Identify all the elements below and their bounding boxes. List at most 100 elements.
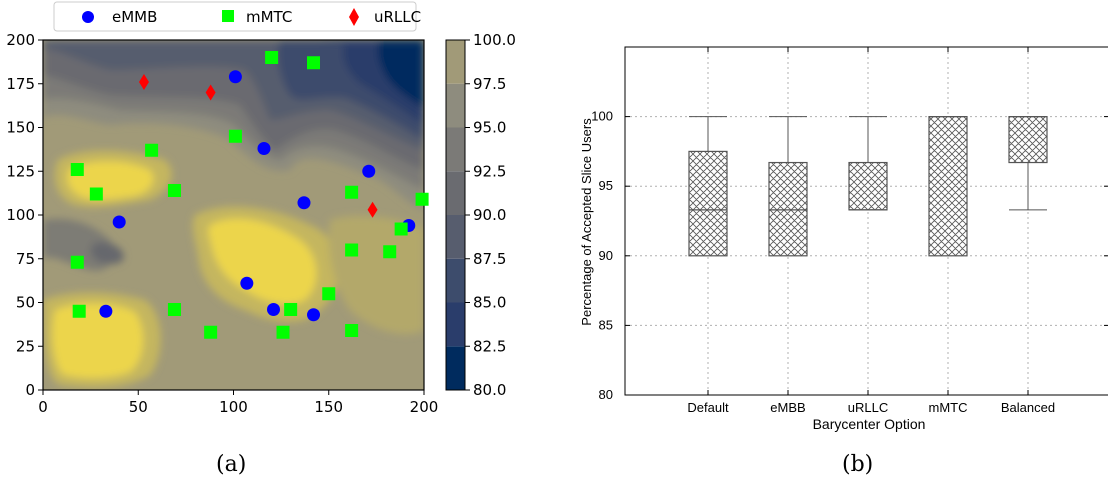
y-tick-label: 100 bbox=[591, 109, 613, 124]
plot-frame-b bbox=[624, 46, 1108, 396]
y-tick-label: 125 bbox=[6, 162, 35, 180]
legend-mmtc-marker bbox=[222, 10, 234, 22]
colorbar-tick-label: 87.5 bbox=[473, 250, 506, 268]
legend-emmb-label: eMMB bbox=[112, 8, 157, 26]
y-tick-label: 75 bbox=[16, 250, 35, 268]
mmtc-point bbox=[89, 187, 103, 201]
mmtc-point bbox=[204, 325, 218, 339]
colorbar-band bbox=[446, 127, 465, 172]
legend: eMMB mMTC uRLLC bbox=[53, 1, 421, 32]
colorbar-tick-label: 85.0 bbox=[473, 294, 506, 312]
colorbar: 80.0 82.5 85.0 87.5 90.0 92.5 95.0 97.5 100.0 bbox=[445, 31, 516, 399]
colorbar-tick-label: 90.0 bbox=[473, 206, 506, 224]
x-tick-label: 100 bbox=[219, 398, 248, 416]
colorbar-tick-label: 95.0 bbox=[473, 119, 506, 137]
x-tick-label: 0 bbox=[38, 398, 48, 416]
emmb-point bbox=[362, 164, 376, 178]
mmtc-point bbox=[167, 303, 181, 316]
contour-fill bbox=[43, 40, 424, 390]
colorbar-band bbox=[446, 83, 465, 128]
colorbar-band bbox=[446, 258, 465, 303]
mmtc-point bbox=[265, 51, 279, 64]
mmtc-point bbox=[307, 56, 321, 70]
x-tick-label: 50 bbox=[129, 398, 148, 416]
mmtc-point bbox=[394, 222, 408, 236]
colorbar-tick-label: 82.5 bbox=[473, 337, 506, 355]
caption-b: (b) bbox=[842, 452, 874, 477]
x-tick-label: 150 bbox=[314, 398, 343, 416]
emmb-point bbox=[228, 70, 242, 84]
legend-emmb-marker bbox=[82, 11, 94, 23]
mmtc-point bbox=[167, 184, 181, 197]
x-tick-label: eMBB bbox=[770, 400, 805, 415]
x-axis: 0 50 100 150 200 bbox=[38, 390, 438, 416]
urllc-point bbox=[367, 201, 378, 218]
y-tick-label: 200 bbox=[6, 31, 35, 49]
y-tick-label: 25 bbox=[16, 337, 35, 355]
mmtc-point bbox=[345, 243, 359, 257]
mmtc-point bbox=[70, 255, 84, 269]
mmtc-point bbox=[415, 192, 429, 206]
y-axis-b: 80 85 90 95 100 bbox=[591, 109, 1108, 402]
mmtc-point bbox=[284, 303, 298, 316]
colorbar-band bbox=[446, 302, 465, 347]
mmtc-point bbox=[345, 324, 359, 337]
mmtc-point bbox=[70, 163, 84, 176]
legend-urllc-marker bbox=[349, 8, 359, 26]
legend-mmtc-label: mMTC bbox=[246, 8, 292, 26]
colorbar-tick-label: 97.5 bbox=[473, 75, 506, 93]
mmtc-point bbox=[276, 325, 290, 339]
scatter-markers bbox=[70, 51, 429, 339]
panel-a: 0 50 100 150 200 0 25 50 75 100 125 150 175 200 80.0… bbox=[6, 1, 516, 416]
legend-box bbox=[53, 1, 417, 32]
colorbar-tick-label: 100.0 bbox=[473, 31, 516, 49]
x-axis-label: Barycenter Option bbox=[813, 416, 926, 432]
colorbar-band bbox=[446, 346, 465, 390]
colorbar-tick-label: 92.5 bbox=[473, 162, 506, 180]
x-tick-label: Default bbox=[687, 400, 729, 415]
y-tick-label: 0 bbox=[25, 381, 35, 399]
x-tick-label: Balanced bbox=[1001, 400, 1055, 415]
y-tick-label: 175 bbox=[6, 75, 35, 93]
mmtc-point bbox=[345, 185, 359, 199]
box-mmtc bbox=[928, 115, 968, 257]
x-tick-label: 200 bbox=[410, 398, 439, 416]
box-urllc bbox=[848, 161, 888, 211]
y-axis-label: Percentage of Accepted Slice Users bbox=[579, 118, 594, 326]
y-tick-label: 50 bbox=[16, 294, 35, 312]
box-plots bbox=[688, 115, 1048, 257]
caption-a: (a) bbox=[216, 452, 247, 477]
emmb-point bbox=[257, 142, 271, 155]
x-axis-b: Default eMBB uRLLC mMTC Balanced bbox=[687, 47, 1055, 415]
y-tick-label: 95 bbox=[599, 178, 613, 193]
mmtc-point bbox=[383, 245, 397, 259]
mmtc-point bbox=[228, 129, 242, 143]
emmb-point bbox=[240, 276, 254, 290]
colorbar-band bbox=[446, 215, 465, 259]
panel-b: 80 85 90 95 100 Default eMBB uRLLC mMTC Balanced… bbox=[579, 46, 1108, 432]
x-tick-label: mMTC bbox=[929, 400, 968, 415]
urllc-point bbox=[138, 74, 149, 90]
x-tick-label: uRLLC bbox=[848, 400, 888, 415]
y-tick-label: 90 bbox=[599, 248, 613, 263]
emmb-point bbox=[307, 308, 321, 322]
urllc-point bbox=[205, 84, 216, 101]
mmtc-point bbox=[145, 143, 159, 157]
mmtc-point bbox=[322, 287, 336, 301]
colorbar-band bbox=[446, 171, 465, 215]
y-tick-label: 100 bbox=[6, 206, 35, 224]
mmtc-point bbox=[72, 304, 86, 318]
colorbar-band bbox=[446, 40, 465, 84]
emmb-point bbox=[267, 303, 281, 316]
colorbar-tick-label: 80.0 bbox=[473, 381, 506, 399]
contour-plot-area bbox=[42, 39, 425, 391]
emmb-point bbox=[112, 215, 126, 229]
emmb-point bbox=[297, 196, 311, 210]
y-tick-label: 150 bbox=[6, 119, 35, 137]
box-default bbox=[688, 150, 728, 257]
box-embb bbox=[768, 161, 808, 257]
y-axis: 0 25 50 75 100 125 150 175 200 bbox=[6, 31, 43, 399]
emmb-point bbox=[99, 304, 113, 318]
legend-urllc-label: uRLLC bbox=[374, 8, 421, 26]
y-tick-label: 80 bbox=[599, 387, 613, 402]
